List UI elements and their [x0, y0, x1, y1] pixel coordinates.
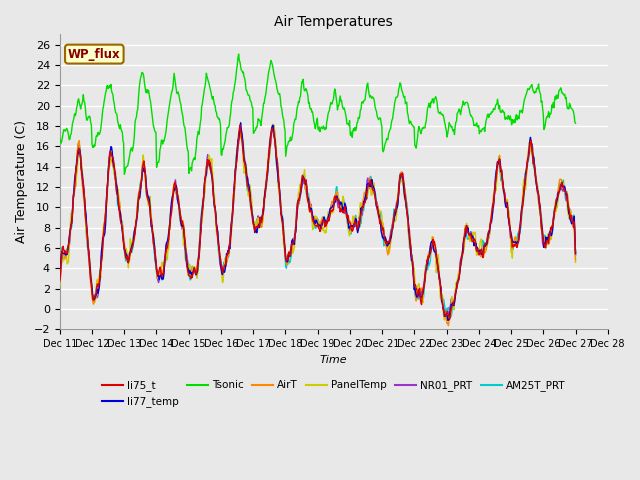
Legend: li75_t, li77_temp, Tsonic, AirT, PanelTemp, NR01_PRT, AM25T_PRT: li75_t, li77_temp, Tsonic, AirT, PanelTe…: [98, 376, 570, 411]
Text: WP_flux: WP_flux: [68, 48, 120, 60]
Y-axis label: Air Temperature (C): Air Temperature (C): [15, 120, 28, 243]
X-axis label: Time: Time: [320, 355, 348, 365]
Title: Air Temperatures: Air Temperatures: [275, 15, 393, 29]
